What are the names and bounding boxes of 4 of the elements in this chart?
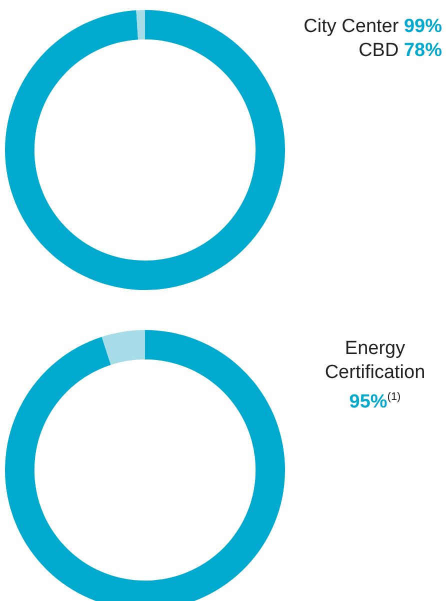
text: 95%$^{(1)}$ <box>349 391 401 412</box>
text: City Center 99% <box>304 15 442 39</box>
text: CBD 78% <box>358 39 442 63</box>
text: Energy Certification <box>324 337 426 385</box>
